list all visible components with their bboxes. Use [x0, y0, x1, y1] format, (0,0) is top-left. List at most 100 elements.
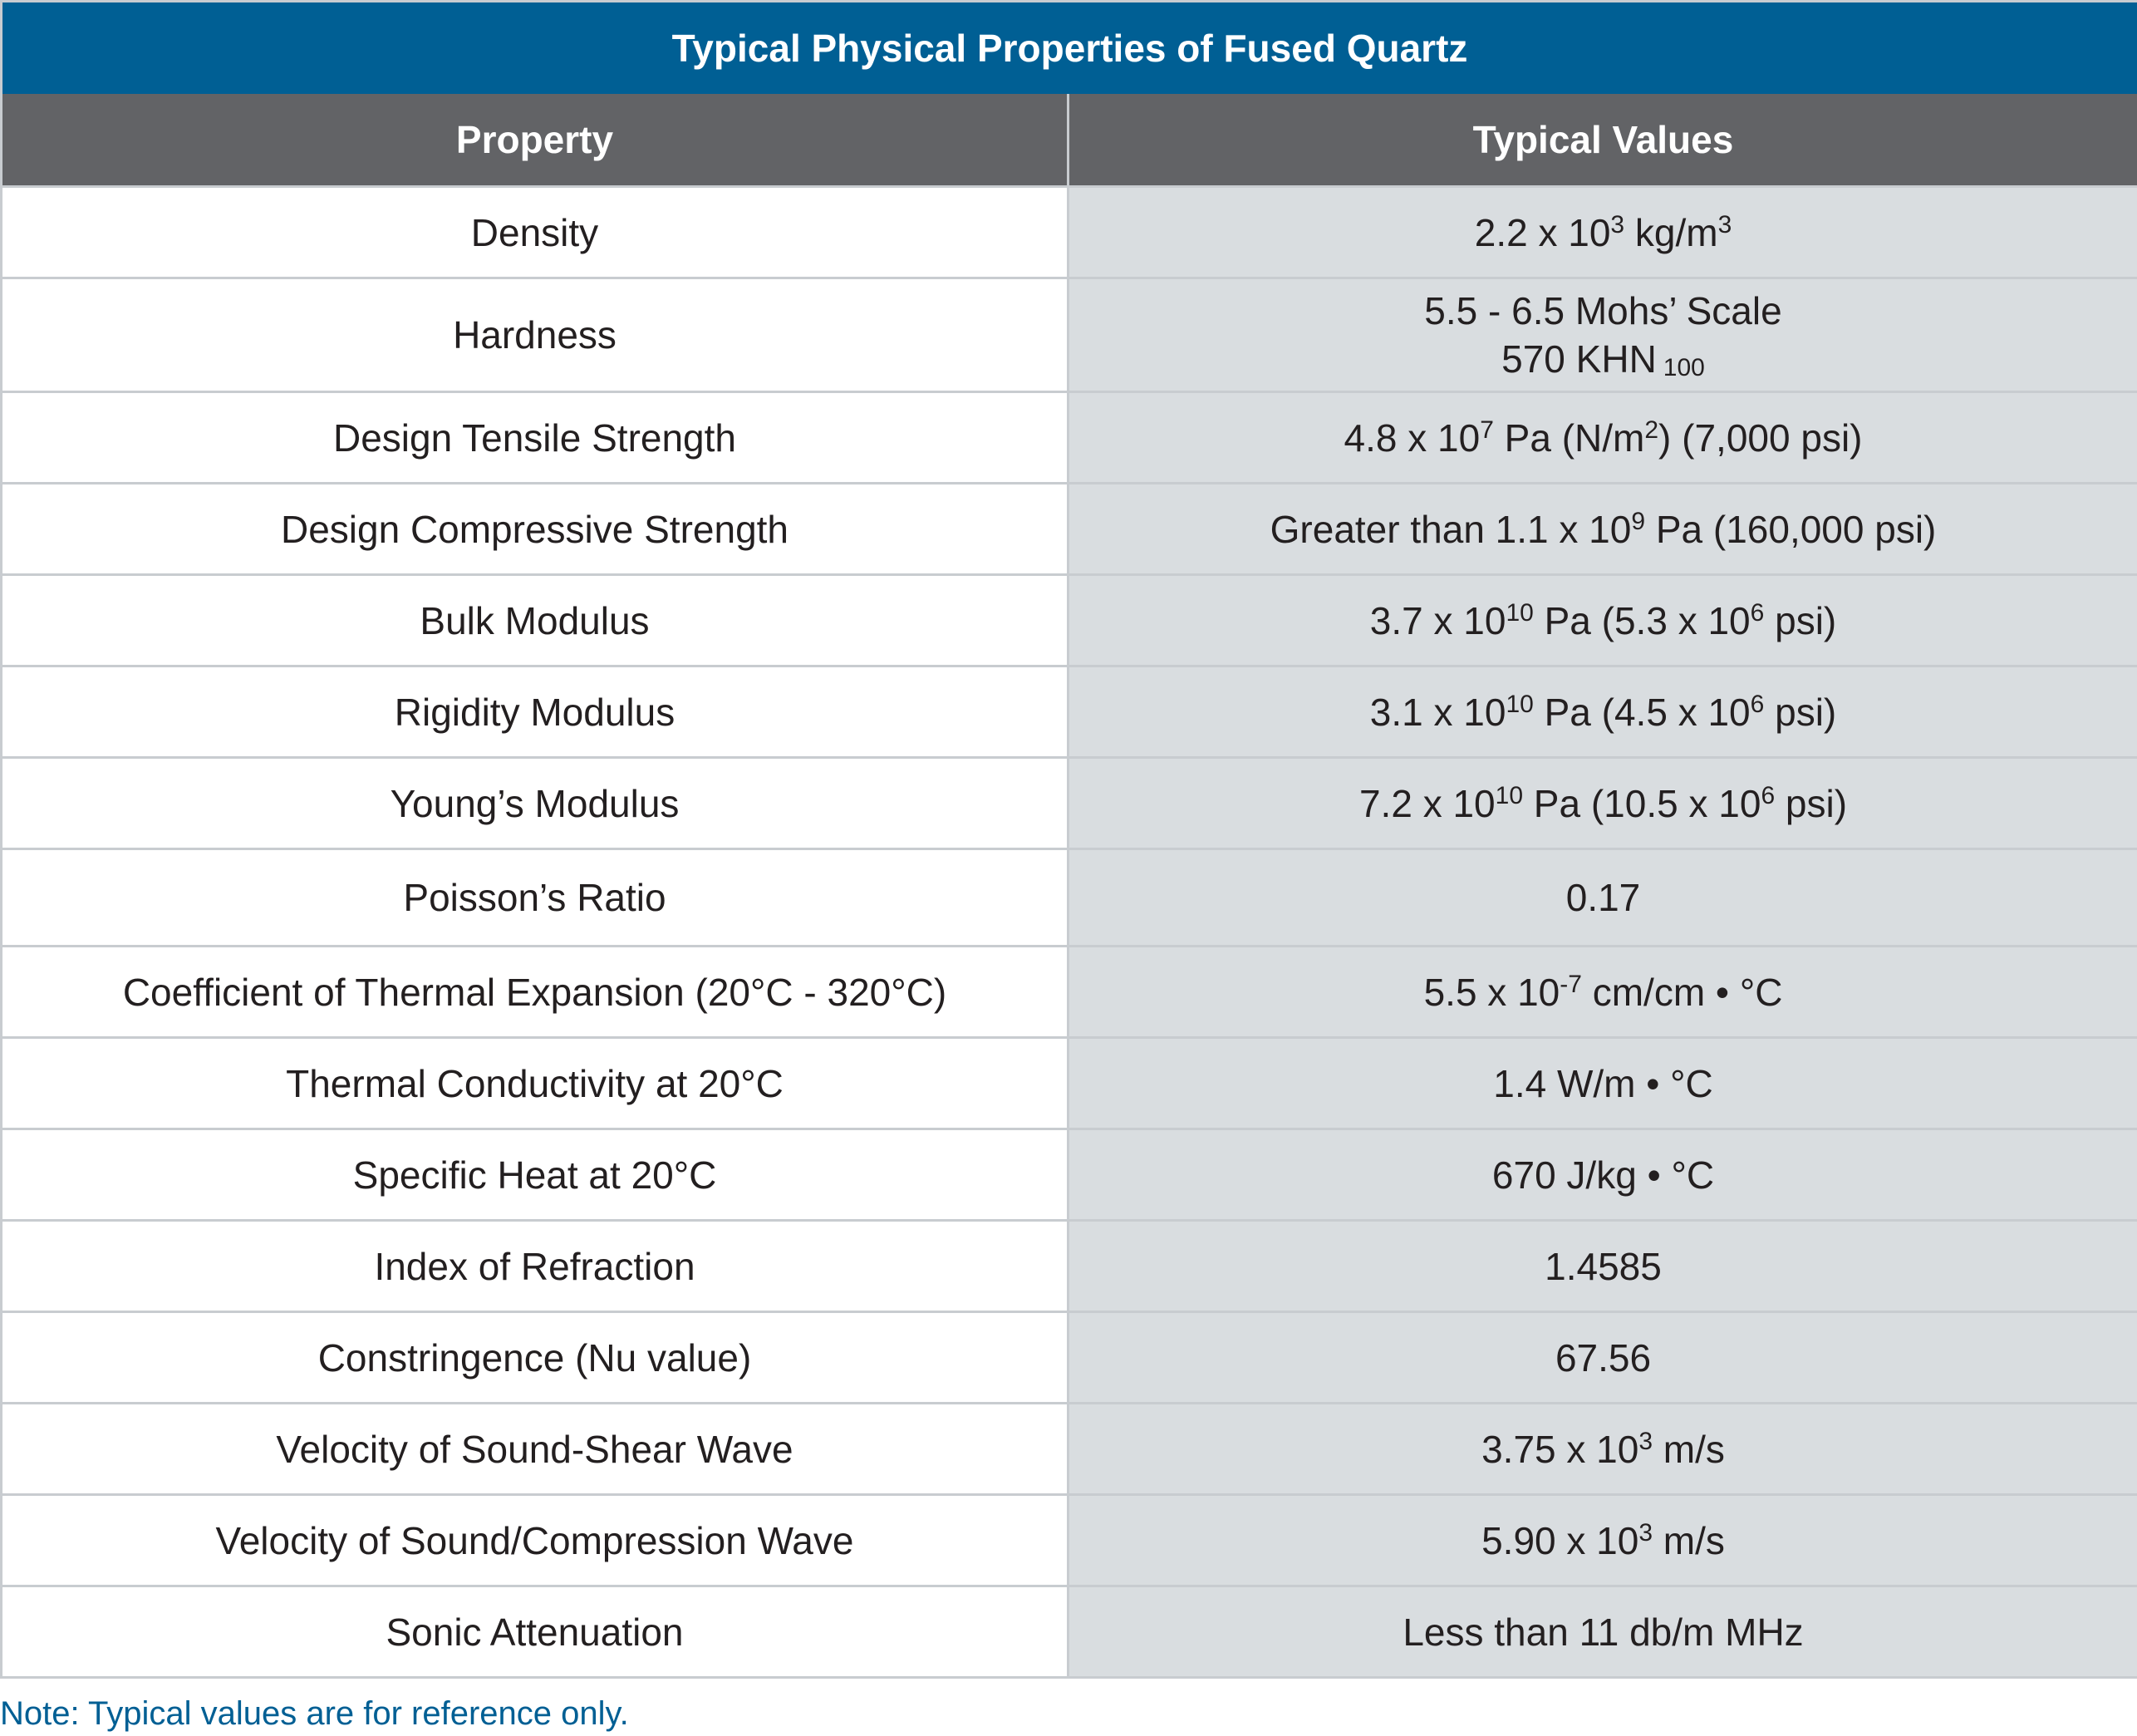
value-text: 1.4585: [1545, 1244, 1662, 1288]
value-text: psi): [1764, 598, 1837, 642]
value-text: 5.5 x 10: [1423, 970, 1560, 1014]
table-title: Typical Physical Properties of Fused Qua…: [0, 0, 2137, 94]
value-text: 670 J/kg • °C: [1491, 1153, 1715, 1197]
property-cell: Poisson’s Ratio: [0, 848, 1069, 947]
table-row: Poisson’s Ratio 0.17: [0, 848, 2137, 947]
superscript: 7: [1480, 416, 1494, 444]
property-cell: Rigidity Modulus: [0, 665, 1069, 759]
value-text: Pa (N/m: [1493, 416, 1645, 460]
superscript: 6: [1750, 690, 1765, 718]
value-text: 5.90 x 10: [1481, 1518, 1639, 1562]
table-row: Design Compressive Strength Greater than …: [0, 482, 2137, 576]
value-cell: 3.75 x 103 m/s: [1066, 1402, 2137, 1496]
table-row: Sonic Attenuation Less than 11 db/m MHz: [0, 1585, 2137, 1679]
superscript: -7: [1560, 970, 1582, 998]
table-body: Density 2.2 x 103 kg/m3 Hardness 5.5 - 6.5 …: [0, 185, 2137, 1679]
value-cell: 67.56: [1066, 1311, 2137, 1404]
property-cell: Constringence (Nu value): [0, 1311, 1069, 1404]
table-row: Velocity of Sound/Compression Wave 5.90 x…: [0, 1493, 2137, 1587]
table-row: Density 2.2 x 103 kg/m3: [0, 185, 2137, 279]
value-cell: 1.4585: [1066, 1219, 2137, 1313]
table-row: Bulk Modulus 3.7 x 1010 Pa (5.3 x 106 psi…: [0, 573, 2137, 667]
value-text: kg/m: [1624, 210, 1718, 254]
value-cell: 2.2 x 103 kg/m3: [1066, 185, 2137, 279]
value-text: 2.2 x 10: [1474, 210, 1611, 254]
value-cell: 0.17: [1066, 848, 2137, 947]
value-text: Pa (4.5 x 10: [1533, 690, 1751, 734]
table-row: Specific Heat at 20°C 670 J/kg • °C: [0, 1128, 2137, 1222]
value-text: m/s: [1653, 1518, 1725, 1562]
value-cell: 5.5 x 10-7 cm/cm • °C: [1066, 945, 2137, 1039]
value-cell: Greater than 1.1 x 109 Pa (160,000 psi): [1066, 482, 2137, 576]
property-cell: Density: [0, 185, 1069, 279]
superscript: 10: [1495, 781, 1524, 809]
value-text: m/s: [1653, 1427, 1725, 1471]
value-text: 3.7 x 10: [1369, 598, 1506, 642]
property-cell: Bulk Modulus: [0, 573, 1069, 667]
properties-table-container: Typical Physical Properties of Fused Qua…: [0, 0, 2137, 1679]
property-cell: Specific Heat at 20°C: [0, 1128, 1069, 1222]
value-text: cm/cm • °C: [1581, 970, 1783, 1014]
superscript: 9: [1631, 507, 1646, 535]
property-cell: Sonic Attenuation: [0, 1585, 1069, 1679]
value-cell: 3.7 x 1010 Pa (5.3 x 106 psi): [1066, 573, 2137, 667]
value-cell: 7.2 x 1010 Pa (10.5 x 106 psi): [1066, 756, 2137, 850]
property-cell: Velocity of Sound/Compression Wave: [0, 1493, 1069, 1587]
property-cell: Design Tensile Strength: [0, 391, 1069, 484]
superscript: 3: [1638, 1518, 1653, 1547]
table-row: Design Tensile Strength 4.8 x 107 Pa (N/m…: [0, 391, 2137, 484]
value-text: psi): [1764, 690, 1837, 734]
value-text: 5.5 - 6.5 Mohs’ Scale: [1424, 289, 1782, 332]
footnote: Note: Typical values are for reference o…: [0, 1695, 629, 1732]
value-cell: 3.1 x 1010 Pa (4.5 x 106 psi): [1066, 665, 2137, 759]
property-cell: Index of Refraction: [0, 1219, 1069, 1313]
superscript: 6: [1750, 598, 1765, 627]
value-text: Pa (10.5 x 10: [1523, 781, 1761, 825]
superscript: 3: [1610, 210, 1625, 239]
value-text: Pa (5.3 x 10: [1533, 598, 1751, 642]
value-cell: 5.90 x 103 m/s: [1066, 1493, 2137, 1587]
table-row: Velocity of Sound-Shear Wave 3.75 x 103 m…: [0, 1402, 2137, 1496]
value-cell: 4.8 x 107 Pa (N/m2) (7,000 psi): [1066, 391, 2137, 484]
property-cell: Design Compressive Strength: [0, 482, 1069, 576]
value-text: ) (7,000 psi): [1658, 416, 1863, 460]
value-text: 4.8 x 10: [1344, 416, 1481, 460]
table-row: Coefficient of Thermal Expansion (20°C -…: [0, 945, 2137, 1039]
value-text: 7.2 x 10: [1358, 781, 1496, 825]
value-text: 67.56: [1555, 1335, 1652, 1379]
property-cell: Thermal Conductivity at 20°C: [0, 1036, 1069, 1130]
value-cell: 670 J/kg • °C: [1066, 1128, 2137, 1222]
table-row: Index of Refraction 1.4585: [0, 1219, 2137, 1313]
value-text: 3.75 x 10: [1481, 1427, 1639, 1471]
superscript: 2: [1644, 416, 1659, 444]
properties-table: Typical Physical Properties of Fused Qua…: [0, 0, 2137, 1679]
column-header-property: Property: [0, 94, 1069, 187]
property-cell: Hardness: [0, 277, 1069, 393]
superscript: 10: [1506, 598, 1534, 627]
value-text: Less than 11 db/m MHz: [1403, 1610, 1804, 1654]
value-text: psi): [1775, 781, 1848, 825]
value-text: Greater than 1.1 x 10: [1270, 507, 1632, 551]
superscript: 3: [1638, 1427, 1653, 1455]
superscript: 3: [1717, 210, 1732, 239]
property-cell: Velocity of Sound-Shear Wave: [0, 1402, 1069, 1496]
value-cell: 1.4 W/m • °C: [1066, 1036, 2137, 1130]
table-row: Hardness 5.5 - 6.5 Mohs’ Scale 570 KHN 100: [0, 277, 2137, 393]
superscript: 10: [1506, 690, 1534, 718]
property-cell: Coefficient of Thermal Expansion (20°C -…: [0, 945, 1069, 1039]
value-text: 570 KHN: [1501, 337, 1657, 381]
subscript: 100: [1663, 354, 1705, 381]
property-cell: Young’s Modulus: [0, 756, 1069, 850]
value-text: 1.4 W/m • °C: [1493, 1061, 1713, 1105]
table-row: Constringence (Nu value) 67.56: [0, 1311, 2137, 1404]
value-text: 0.17: [1565, 876, 1641, 919]
superscript: 6: [1761, 781, 1776, 809]
table-row: Thermal Conductivity at 20°C 1.4 W/m • °C: [0, 1036, 2137, 1130]
column-header-typical-values: Typical Values: [1066, 94, 2137, 187]
value-cell: 5.5 - 6.5 Mohs’ Scale 570 KHN 100: [1066, 277, 2137, 393]
value-text: 3.1 x 10: [1369, 690, 1506, 734]
value-text: Pa (160,000 psi): [1645, 507, 1937, 551]
table-row: Young’s Modulus 7.2 x 1010 Pa (10.5 x 106…: [0, 756, 2137, 850]
value-cell: Less than 11 db/m MHz: [1066, 1585, 2137, 1679]
table-row: Rigidity Modulus 3.1 x 1010 Pa (4.5 x 106…: [0, 665, 2137, 759]
